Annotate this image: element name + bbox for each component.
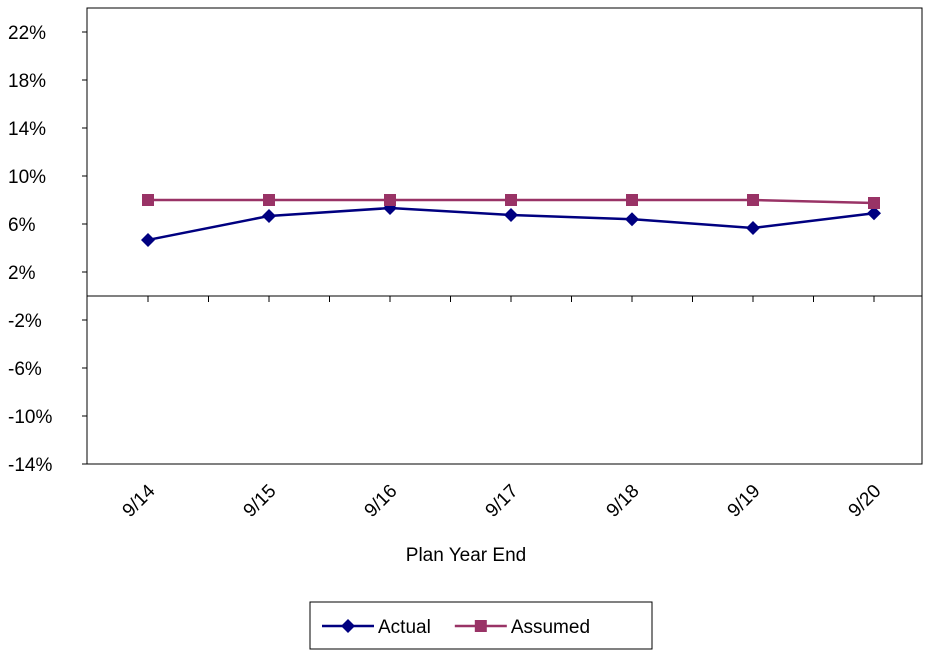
y-tick-label: 22% <box>8 23 46 44</box>
legend-marker <box>341 619 355 633</box>
legend-label: Assumed <box>511 617 590 638</box>
x-tick-label: 9/20 <box>845 481 886 522</box>
marker <box>384 194 396 206</box>
legend: Actual Assumed <box>309 601 653 650</box>
plot-area <box>86 7 923 465</box>
y-tick-label: 18% <box>8 71 46 92</box>
marker <box>505 194 517 206</box>
y-tick-label: -14% <box>8 455 52 476</box>
marker <box>262 208 276 223</box>
x-tick-label: 9/17 <box>482 481 523 522</box>
y-tick-label: 6% <box>8 215 36 236</box>
legend-label: Actual <box>378 617 431 638</box>
marker <box>626 194 638 206</box>
y-tick-label: 14% <box>8 119 46 140</box>
x-tick-label: 9/16 <box>361 481 402 522</box>
y-tick-label: -2% <box>8 311 42 332</box>
marker <box>867 206 881 221</box>
x-tick-label: 9/18 <box>603 481 644 522</box>
marker <box>746 220 760 235</box>
x-tick-label: 9/14 <box>119 480 160 521</box>
marker <box>504 208 518 222</box>
x-axis-label: Plan Year End <box>406 545 526 566</box>
marker <box>625 212 639 227</box>
legend-marker <box>474 620 487 632</box>
marker <box>142 194 154 206</box>
y-tick-label: 10% <box>8 167 46 188</box>
y-tick-label: -10% <box>8 407 52 428</box>
marker <box>263 194 275 206</box>
x-tick-label: 9/19 <box>724 481 765 522</box>
marker <box>141 232 155 247</box>
marker <box>747 194 759 206</box>
marker <box>868 197 880 209</box>
y-tick-label: 2% <box>8 263 36 284</box>
y-tick-label: -6% <box>8 359 42 380</box>
x-tick-label: 9/15 <box>240 481 281 522</box>
